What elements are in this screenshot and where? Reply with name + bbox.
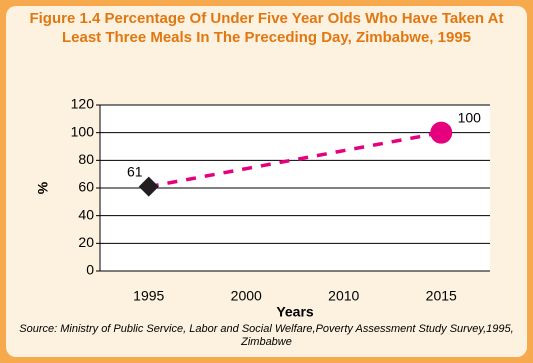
data-label: 61 [127, 163, 143, 179]
y-tick-label: 20 [78, 234, 94, 250]
y-tick-label: 100 [71, 123, 95, 139]
y-tick-label: 0 [86, 262, 94, 278]
x-tick-label: 2015 [426, 288, 457, 304]
chart-title: Figure 1.4 Percentage Of Under Five Year… [29, 10, 504, 46]
y-tick-label: 120 [71, 96, 95, 112]
source-note: Source: Ministry of Public Service, Labo… [19, 323, 514, 348]
x-tick-label: 1995 [133, 288, 164, 304]
y-tick-label: 60 [78, 179, 94, 195]
x-axis-label: Years [276, 304, 314, 320]
data-label: 100 [458, 109, 482, 125]
marker [430, 121, 453, 144]
x-tick-label: 2000 [231, 288, 262, 304]
y-tick-label: 80 [78, 151, 94, 167]
marker [138, 176, 159, 197]
x-tick-label: 2010 [328, 288, 359, 304]
data-line [148, 130, 442, 189]
y-tick-label: 40 [78, 206, 94, 222]
y-axis-label: % [35, 181, 51, 194]
